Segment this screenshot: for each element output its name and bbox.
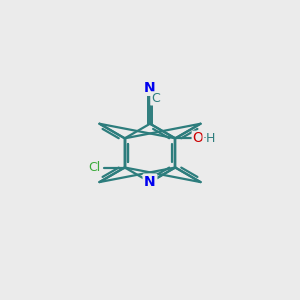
Text: ·H: ·H [203, 132, 216, 145]
Text: Cl: Cl [88, 161, 100, 174]
Text: N: N [144, 175, 156, 189]
Text: O: O [192, 131, 203, 145]
Text: C: C [151, 92, 160, 105]
Text: N: N [144, 81, 156, 95]
